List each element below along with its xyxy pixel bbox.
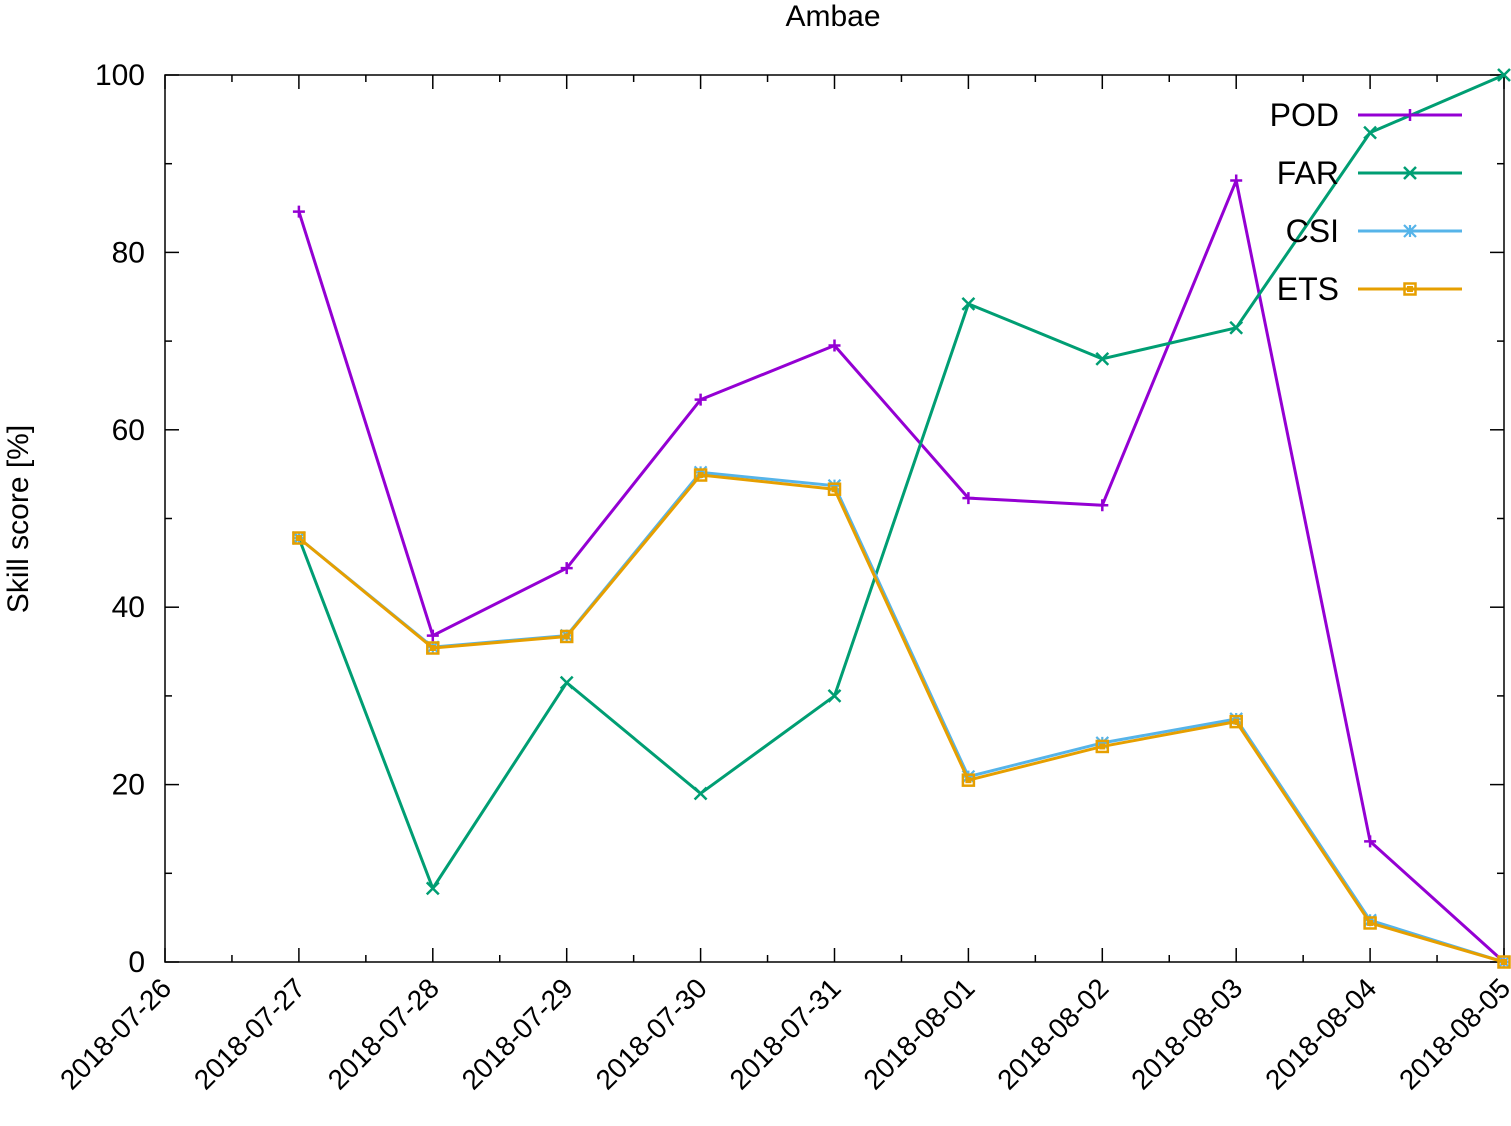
y-tick-label: 60: [112, 414, 145, 447]
far-point: [827, 689, 842, 703]
pod-point: [1230, 174, 1243, 187]
ets-point-fill: [1233, 718, 1240, 725]
ets-point: [1229, 714, 1243, 729]
legend-label-ets: ETS: [1277, 271, 1339, 307]
legend-marker-csi: [1403, 224, 1417, 238]
csi-line: [297, 470, 1505, 964]
series-pod: [292, 174, 1510, 968]
x-tick-label: 2018-07-29: [456, 972, 579, 1095]
ets-point-fill: [1501, 959, 1507, 965]
series-csi: [292, 465, 1511, 969]
x-tick-label: 2018-07-28: [322, 972, 445, 1095]
ets-point-fill: [831, 486, 838, 493]
far-point: [1363, 125, 1377, 140]
x-tick-label: 2018-08-01: [857, 972, 980, 1095]
y-tick-label: 100: [95, 59, 145, 92]
ets-point-fill: [295, 535, 302, 542]
ets-point-fill: [1099, 743, 1106, 750]
far-point: [961, 296, 976, 311]
legend: POD FAR CSI ETS: [1270, 97, 1462, 307]
legend-marker-far: [1403, 166, 1417, 180]
pod-point: [694, 393, 707, 406]
x-tick-label: 2018-07-30: [590, 972, 713, 1095]
series-ets: [292, 468, 1511, 969]
ets-point: [961, 773, 976, 787]
ets-point: [559, 629, 574, 644]
pod-point: [1096, 499, 1109, 512]
ets-point-fill: [697, 472, 704, 479]
ets-point: [693, 468, 708, 482]
pod-point: [1364, 835, 1377, 848]
y-tick-label: 40: [112, 591, 145, 624]
x-tick-label: 2018-07-26: [54, 972, 177, 1095]
legend-label-far: FAR: [1277, 155, 1339, 191]
y-tick-label: 0: [128, 946, 145, 979]
x-tick-label: 2018-08-04: [1259, 972, 1382, 1095]
ets-point-fill: [1367, 919, 1374, 926]
csi-point: [827, 478, 842, 493]
far-line: [297, 73, 1505, 890]
x-tick-label: 2018-07-27: [188, 972, 311, 1095]
pod-point: [828, 339, 841, 352]
legend-marker-pod: [1404, 109, 1416, 121]
ets-point: [1497, 955, 1511, 969]
x-tick-label: 2018-08-02: [991, 972, 1114, 1095]
ets-point: [1363, 916, 1377, 930]
ets-point-fill: [965, 777, 972, 784]
ets-point: [827, 482, 842, 496]
chart-title: Ambae: [785, 0, 880, 33]
far-point: [1229, 320, 1244, 335]
y-tick-label: 80: [112, 236, 145, 269]
ets-line: [297, 473, 1505, 964]
legend-label-pod: POD: [1270, 97, 1339, 133]
ets-point: [1095, 739, 1110, 754]
series-layer: [292, 68, 1511, 969]
pod-point: [426, 629, 439, 642]
y-axis-label: Skill score [%]: [2, 425, 35, 613]
legend-label-csi: CSI: [1286, 213, 1339, 249]
ets-point: [292, 531, 306, 545]
ets-point-fill: [563, 633, 570, 640]
legend-marker-ets: [1403, 282, 1417, 296]
legend-marker-ets-fill: [1407, 286, 1413, 292]
far-point: [1095, 351, 1110, 366]
far-point: [559, 675, 574, 690]
y-tick-label: 20: [112, 769, 145, 802]
far-point: [425, 881, 440, 896]
far-point: [1497, 68, 1511, 82]
pod-point: [292, 205, 305, 218]
ets-point: [426, 641, 440, 655]
csi-point: [1095, 736, 1110, 750]
ets-point-fill: [429, 645, 436, 652]
far-point: [693, 786, 708, 801]
x-tick-label: 2018-08-05: [1393, 972, 1511, 1095]
series-far: [292, 68, 1511, 896]
pod-point: [962, 492, 975, 505]
pod-point: [560, 562, 573, 575]
pod-line: [297, 179, 1506, 964]
x-tick-label: 2018-08-03: [1125, 972, 1248, 1095]
x-tick-label: 2018-07-31: [724, 972, 847, 1095]
